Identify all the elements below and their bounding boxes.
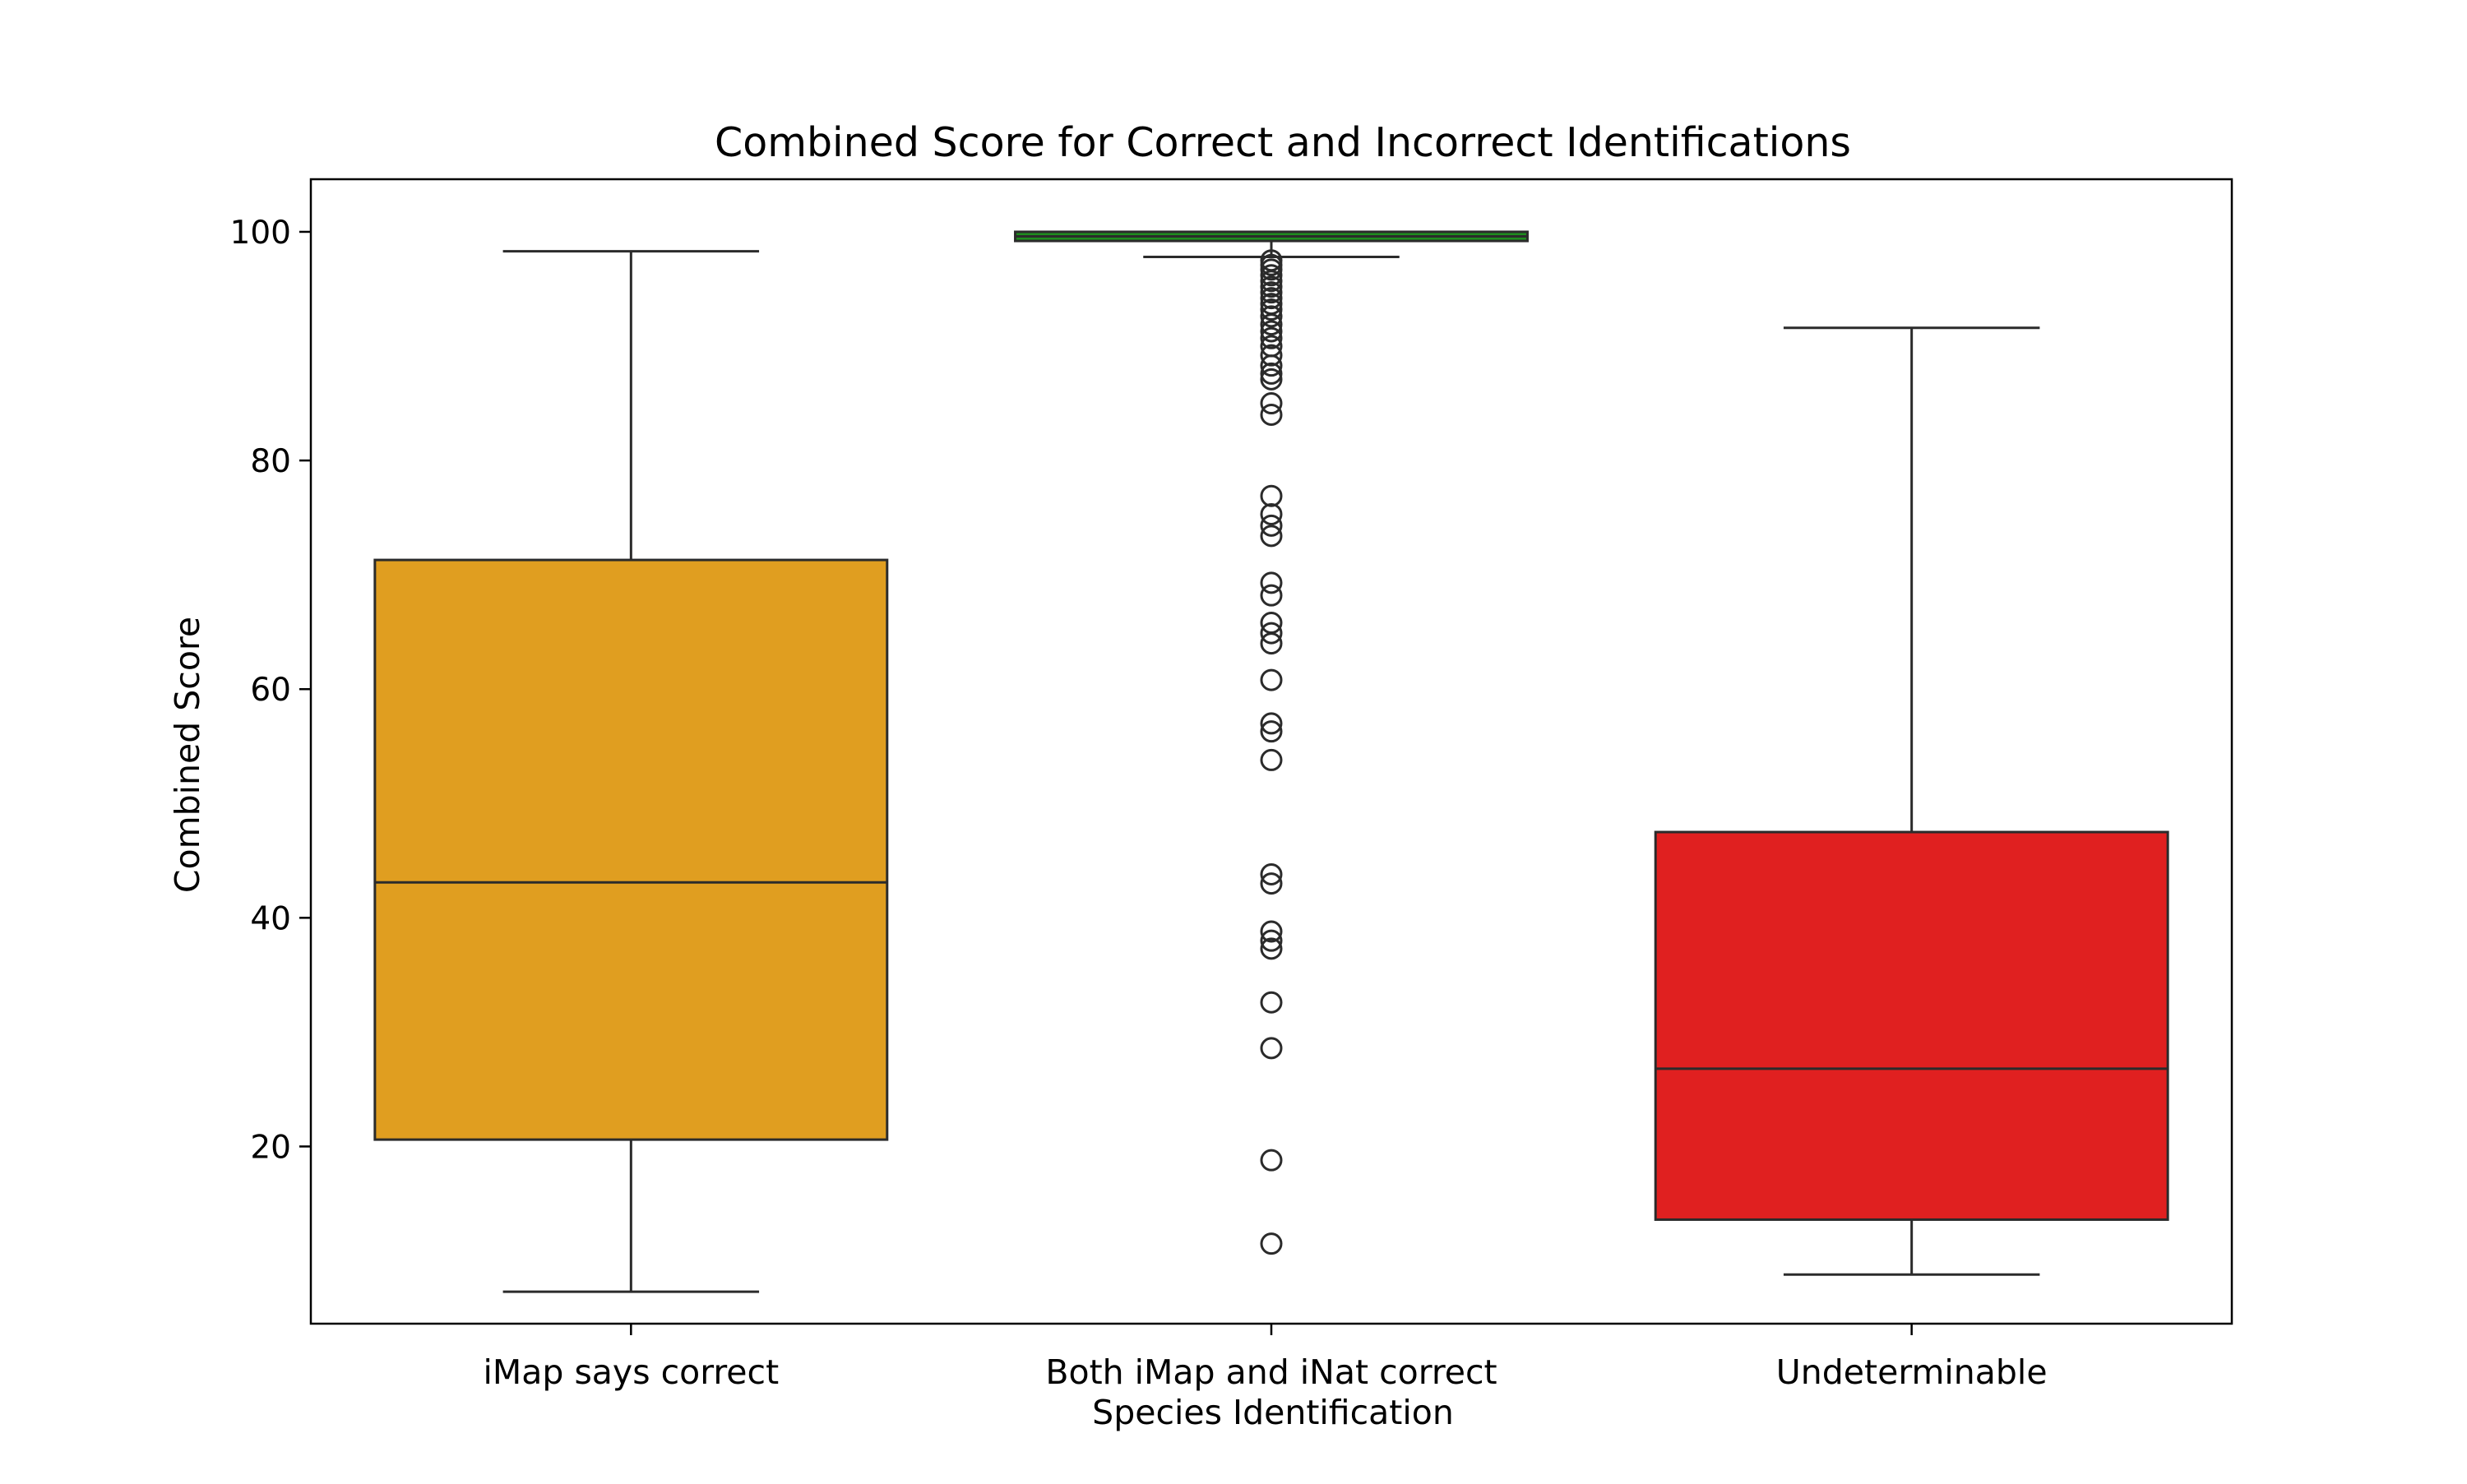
outlier-point-both-imap-and-inat-correct xyxy=(1260,326,1283,349)
outlier-point-both-imap-and-inat-correct xyxy=(1260,1149,1283,1172)
outlier-point-both-imap-and-inat-correct xyxy=(1260,368,1283,391)
outlier-point-both-imap-and-inat-correct xyxy=(1260,1232,1283,1255)
y-tick-label: 80 xyxy=(250,443,291,480)
outlier-point-both-imap-and-inat-correct xyxy=(1260,264,1283,287)
outlier-point-both-imap-and-inat-correct xyxy=(1260,287,1283,310)
outlier-point-both-imap-and-inat-correct xyxy=(1260,270,1283,293)
chart-title: Combined Score for Correct and Incorrect… xyxy=(715,119,1851,166)
x-tick-label-both-imap-and-inat-correct: Both iMap and iNat correct xyxy=(1045,1352,1497,1392)
x-axis-label: Species Identification xyxy=(1092,1393,1454,1432)
outlier-point-both-imap-and-inat-correct xyxy=(1260,1037,1283,1060)
outlier-point-both-imap-and-inat-correct xyxy=(1260,258,1283,281)
outlier-point-both-imap-and-inat-correct xyxy=(1260,920,1283,943)
y-axis-label: Combined Score xyxy=(168,617,207,893)
outlier-point-both-imap-and-inat-correct xyxy=(1260,313,1283,336)
outlier-point-both-imap-and-inat-correct xyxy=(1260,937,1283,960)
outlier-point-both-imap-and-inat-correct xyxy=(1260,502,1283,525)
outlier-point-both-imap-and-inat-correct xyxy=(1260,320,1283,343)
plot-marks: 20 40 60 80 100 iMap says correct Both iMap an… xyxy=(230,215,2169,1392)
y-tick-label: 40 xyxy=(250,900,291,937)
outlier-point-both-imap-and-inat-correct xyxy=(1260,571,1283,594)
outlier-point-both-imap-and-inat-correct xyxy=(1260,305,1283,328)
outlier-point-both-imap-and-inat-correct xyxy=(1260,281,1283,304)
outlier-point-both-imap-and-inat-correct xyxy=(1260,275,1283,298)
outlier-point-both-imap-and-inat-correct xyxy=(1260,344,1283,367)
outlier-point-both-imap-and-inat-correct xyxy=(1260,403,1283,426)
outlier-point-both-imap-and-inat-correct xyxy=(1260,622,1283,645)
x-tick-label-undeterminable: Undeterminable xyxy=(1776,1352,2048,1392)
y-tick-label: 100 xyxy=(230,215,291,252)
outlier-point-both-imap-and-inat-correct xyxy=(1260,632,1283,655)
y-tick-label: 20 xyxy=(250,1129,291,1166)
outlier-point-both-imap-and-inat-correct xyxy=(1260,354,1283,377)
outlier-point-both-imap-and-inat-correct xyxy=(1260,862,1283,885)
outlier-point-both-imap-and-inat-correct xyxy=(1260,991,1283,1014)
x-tick-label-imap-says-correct: iMap says correct xyxy=(484,1352,780,1392)
outlier-point-both-imap-and-inat-correct xyxy=(1260,712,1283,735)
outlier-point-both-imap-and-inat-correct xyxy=(1260,525,1283,548)
outlier-point-both-imap-and-inat-correct xyxy=(1260,720,1283,743)
outlier-point-both-imap-and-inat-correct xyxy=(1260,872,1283,895)
box-imap-says-correct xyxy=(373,558,889,1141)
outlier-point-both-imap-and-inat-correct xyxy=(1260,298,1283,321)
box-undeterminable xyxy=(1654,830,2169,1221)
outlier-point-both-imap-and-inat-correct xyxy=(1260,484,1283,507)
outlier-point-both-imap-and-inat-correct xyxy=(1260,514,1283,537)
outlier-point-both-imap-and-inat-correct xyxy=(1260,748,1283,771)
outlier-point-both-imap-and-inat-correct xyxy=(1260,392,1283,415)
outlier-point-both-imap-and-inat-correct xyxy=(1260,584,1283,607)
y-tick-label: 60 xyxy=(250,672,291,709)
outlier-point-both-imap-and-inat-correct xyxy=(1260,668,1283,691)
plot-frame xyxy=(309,178,2233,1325)
outlier-point-both-imap-and-inat-correct xyxy=(1260,929,1283,952)
outlier-point-both-imap-and-inat-correct xyxy=(1260,362,1283,385)
